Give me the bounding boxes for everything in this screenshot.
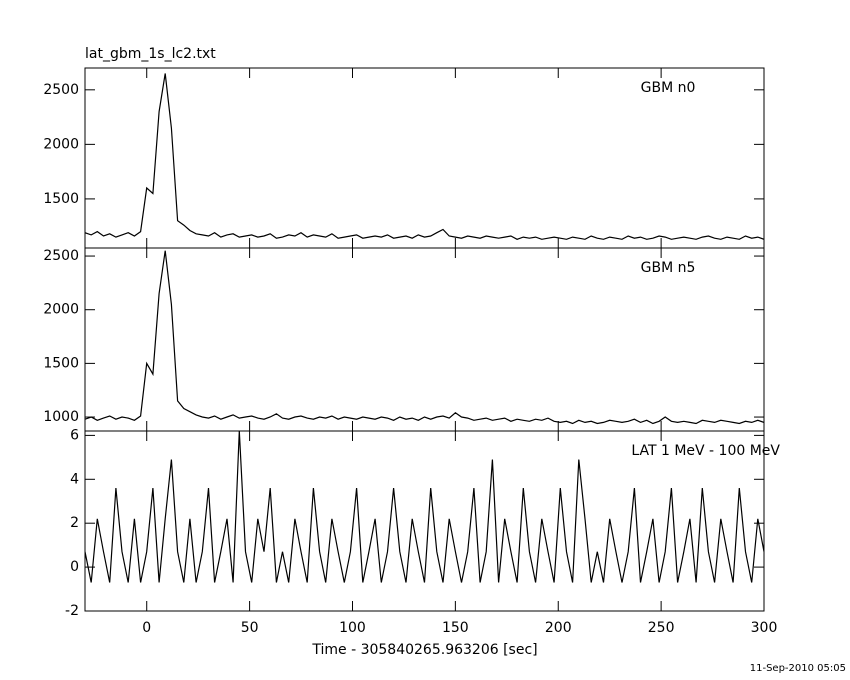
y-tick-label: 1000: [43, 409, 79, 425]
x-tick-label: 100: [339, 620, 366, 636]
y-tick-label: 2: [70, 515, 79, 531]
y-tick-label: 0: [70, 559, 79, 575]
x-tick-label: 250: [648, 620, 675, 636]
x-axis-label: Time - 305840265.963206 [sec]: [311, 642, 537, 658]
panel-label: GBM n5: [641, 260, 696, 276]
y-tick-label: 2000: [43, 136, 79, 152]
y-tick-label: 2000: [43, 302, 79, 318]
y-tick-label: 1500: [43, 191, 79, 207]
y-tick-label: 6: [70, 427, 79, 443]
light-curve: [85, 73, 764, 240]
y-tick-label: 1500: [43, 355, 79, 371]
timestamp: 11-Sep-2010 05:05: [750, 663, 846, 674]
panel-label: LAT 1 MeV - 100 MeV: [631, 443, 780, 459]
panel-label: GBM n0: [641, 80, 696, 96]
chart-title: lat_gbm_1s_lc2.txt: [85, 46, 216, 62]
y-tick-label: 2500: [43, 248, 79, 264]
x-tick-label: 50: [241, 620, 259, 636]
x-tick-label: 0: [142, 620, 151, 636]
y-tick-label: 2500: [43, 82, 79, 98]
y-tick-label: -2: [65, 603, 79, 619]
x-tick-label: 200: [545, 620, 572, 636]
x-tick-label: 150: [442, 620, 469, 636]
x-tick-label: 300: [751, 620, 778, 636]
light-curve: [85, 431, 764, 583]
light-curve: [85, 250, 764, 425]
y-tick-label: 4: [70, 471, 79, 487]
panel-frame: [84, 430, 765, 612]
